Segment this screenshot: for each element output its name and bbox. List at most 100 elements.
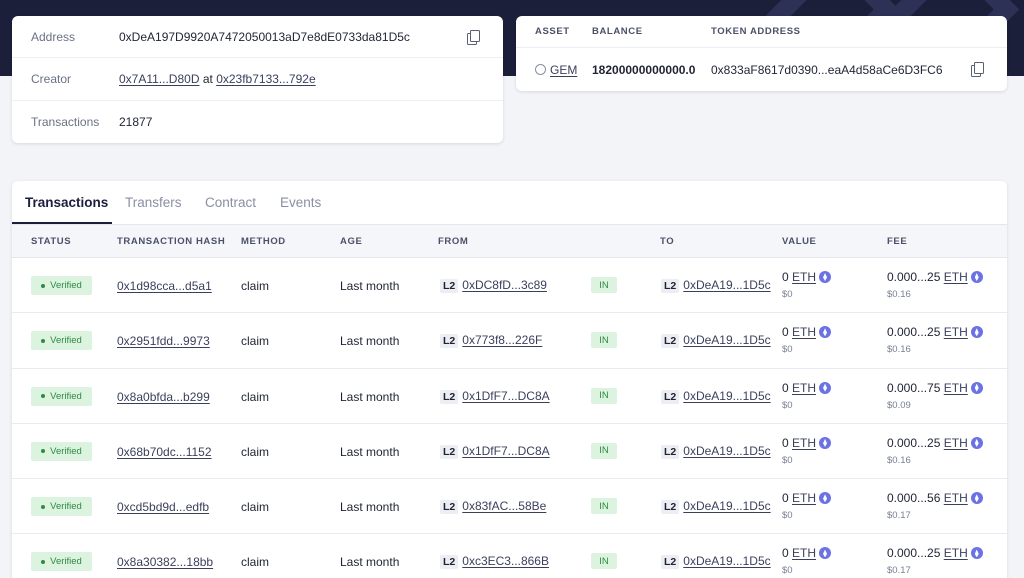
to-address-link[interactable]: 0xDeA19...1D5c [683, 278, 771, 292]
transaction-hash-link[interactable]: 0x68b70dc...1152 [117, 444, 212, 459]
from-address-link[interactable]: 0x773f8...226F [462, 333, 543, 348]
method-text: claim [241, 444, 270, 459]
from-address-link[interactable]: 0xc3EC3...866B [462, 554, 549, 569]
method-column-header: METHOD [241, 236, 286, 247]
transaction-hash-link[interactable]: 0x2951fdd...9973 [117, 334, 210, 349]
to-address-link[interactable]: 0xDeA19...1D5c [683, 554, 771, 569]
fee-usd: $0.17 [887, 510, 911, 522]
fee-cell: 0.000...25 ETH [887, 325, 983, 339]
copy-icon[interactable] [971, 62, 984, 77]
tab-events[interactable]: Events [280, 195, 322, 210]
to-address-link[interactable]: 0xDeA19...1D5c [683, 333, 771, 348]
verified-status-badge: Verified [31, 276, 92, 295]
to-cell: L2 0xDeA19...1D5c [661, 444, 771, 459]
value-usd: $0 [782, 344, 793, 356]
value-usd: $0 [782, 454, 793, 466]
value-unit-link[interactable]: ETH [792, 270, 817, 284]
to-network-tag: L2 [661, 389, 680, 404]
transactions-card: Transactions Transfers Contract Events S… [12, 181, 1007, 578]
table-row: Verified 0xcd5bd9d...edfb claim Last mon… [12, 479, 1007, 535]
status-text: Verified [50, 556, 82, 568]
transaction-hash-link[interactable]: 0x8a0bfda...b299 [117, 389, 210, 404]
fee-unit-link[interactable]: ETH [943, 380, 968, 395]
verified-status-badge: Verified [31, 441, 92, 461]
status-dot-icon [41, 504, 46, 509]
status-dot-icon [41, 338, 46, 343]
from-address-link[interactable]: 0x1DfF7...DC8A [462, 443, 550, 458]
from-address-link[interactable]: 0x83fAC...58Be [462, 499, 547, 514]
asset-link[interactable]: GEM [550, 62, 578, 77]
status-dot-icon [41, 394, 46, 399]
to-address-link[interactable]: 0xDeA19...1D5c [683, 443, 771, 458]
tab-contract[interactable]: Contract [205, 195, 257, 210]
age-text: Last month [340, 444, 400, 459]
value-cell: 0 ETH [782, 546, 832, 561]
value-amount: 0 [782, 270, 789, 284]
fee-amount: 0.000...56 [887, 491, 941, 506]
value-unit-link[interactable]: ETH [792, 325, 817, 340]
transaction-hash-link[interactable]: 0x8a30382...18bb [117, 555, 214, 570]
verified-status-badge: Verified [31, 497, 92, 517]
from-network-tag: L2 [440, 334, 459, 349]
value-unit-link[interactable]: ETH [792, 491, 817, 506]
creator-address-link[interactable]: 0x7A11...D80D [119, 71, 200, 86]
status-text: Verified [50, 390, 82, 402]
hash-column-header: TRANSACTION HASH [117, 236, 226, 247]
table-row: Verified 0x8a30382...18bb claim Last mon… [12, 534, 1007, 578]
status-text: Verified [50, 280, 82, 291]
table-row: Verified 0x1d98cca...d5a1 claim Last mon… [12, 258, 1007, 314]
fee-usd: $0.16 [887, 289, 911, 300]
transaction-hash-link[interactable]: 0x1d98cca...d5a1 [117, 279, 212, 293]
value-cell: 0 ETH [782, 435, 832, 450]
to-network-tag: L2 [661, 444, 680, 459]
fee-unit-link[interactable]: ETH [943, 325, 968, 340]
value-unit-link[interactable]: ETH [792, 435, 817, 450]
table-body: Verified 0x1d98cca...d5a1 claim Last mon… [12, 258, 1007, 578]
balance-column-header: BALANCE [592, 26, 643, 37]
to-cell: L2 0xDeA19...1D5c [661, 389, 771, 404]
eth-icon [819, 381, 832, 394]
fee-unit-link[interactable]: ETH [943, 491, 968, 506]
to-network-tag: L2 [661, 500, 680, 515]
eth-icon [970, 381, 983, 394]
address-row: Address 0xDeA197D9920A7472050013aD7e8dE0… [12, 16, 503, 59]
age-text: Last month [340, 334, 400, 349]
direction-badge: IN [591, 277, 617, 293]
eth-icon [970, 547, 983, 560]
address-value: 0xDeA197D9920A7472050013aD7e8dE0733da81D… [119, 29, 410, 44]
tab-transfers[interactable]: Transfers [125, 195, 182, 210]
direction-badge: IN [591, 442, 617, 459]
creator-tx-link[interactable]: 0x23fb7133...792e [216, 71, 316, 86]
to-cell: L2 0xDeA19...1D5c [661, 554, 771, 570]
to-address-link[interactable]: 0xDeA19...1D5c [683, 499, 771, 514]
gem-token-icon [535, 63, 546, 75]
transactions-count-row: Transactions 21877 [12, 101, 503, 143]
eth-icon [819, 436, 832, 449]
status-column-header: STATUS [31, 236, 72, 247]
value-unit-link[interactable]: ETH [792, 380, 817, 395]
from-network-tag: L2 [440, 279, 459, 293]
fee-unit-link[interactable]: ETH [943, 435, 968, 450]
value-unit-link[interactable]: ETH [792, 546, 817, 561]
fee-unit-link[interactable]: ETH [943, 270, 968, 284]
transactions-label: Transactions [31, 114, 100, 129]
table-row: Verified 0x8a0bfda...b299 claim Last mon… [12, 369, 1007, 424]
value-column-header: VALUE [782, 236, 817, 247]
to-address-link[interactable]: 0xDeA19...1D5c [683, 388, 771, 403]
status-text: Verified [50, 501, 82, 513]
fee-column-header: FEE [887, 236, 908, 247]
fee-unit-link[interactable]: ETH [943, 546, 968, 561]
copy-icon[interactable] [467, 30, 480, 45]
transaction-hash-link[interactable]: 0xcd5bd9d...edfb [117, 500, 210, 515]
value-cell: 0 ETH [782, 380, 832, 395]
from-address-link[interactable]: 0xDC8fD...3c89 [462, 278, 547, 292]
method-text: claim [241, 334, 270, 349]
to-network-tag: L2 [661, 279, 680, 293]
fee-cell: 0.000...25 ETH [887, 270, 983, 284]
eth-icon [819, 492, 832, 505]
fee-cell: 0.000...75 ETH [887, 381, 983, 395]
fee-cell: 0.000...56 ETH [887, 491, 983, 505]
status-text: Verified [50, 335, 82, 347]
from-address-link[interactable]: 0x1DfF7...DC8A [462, 388, 550, 403]
tab-transactions[interactable]: Transactions [25, 195, 109, 210]
